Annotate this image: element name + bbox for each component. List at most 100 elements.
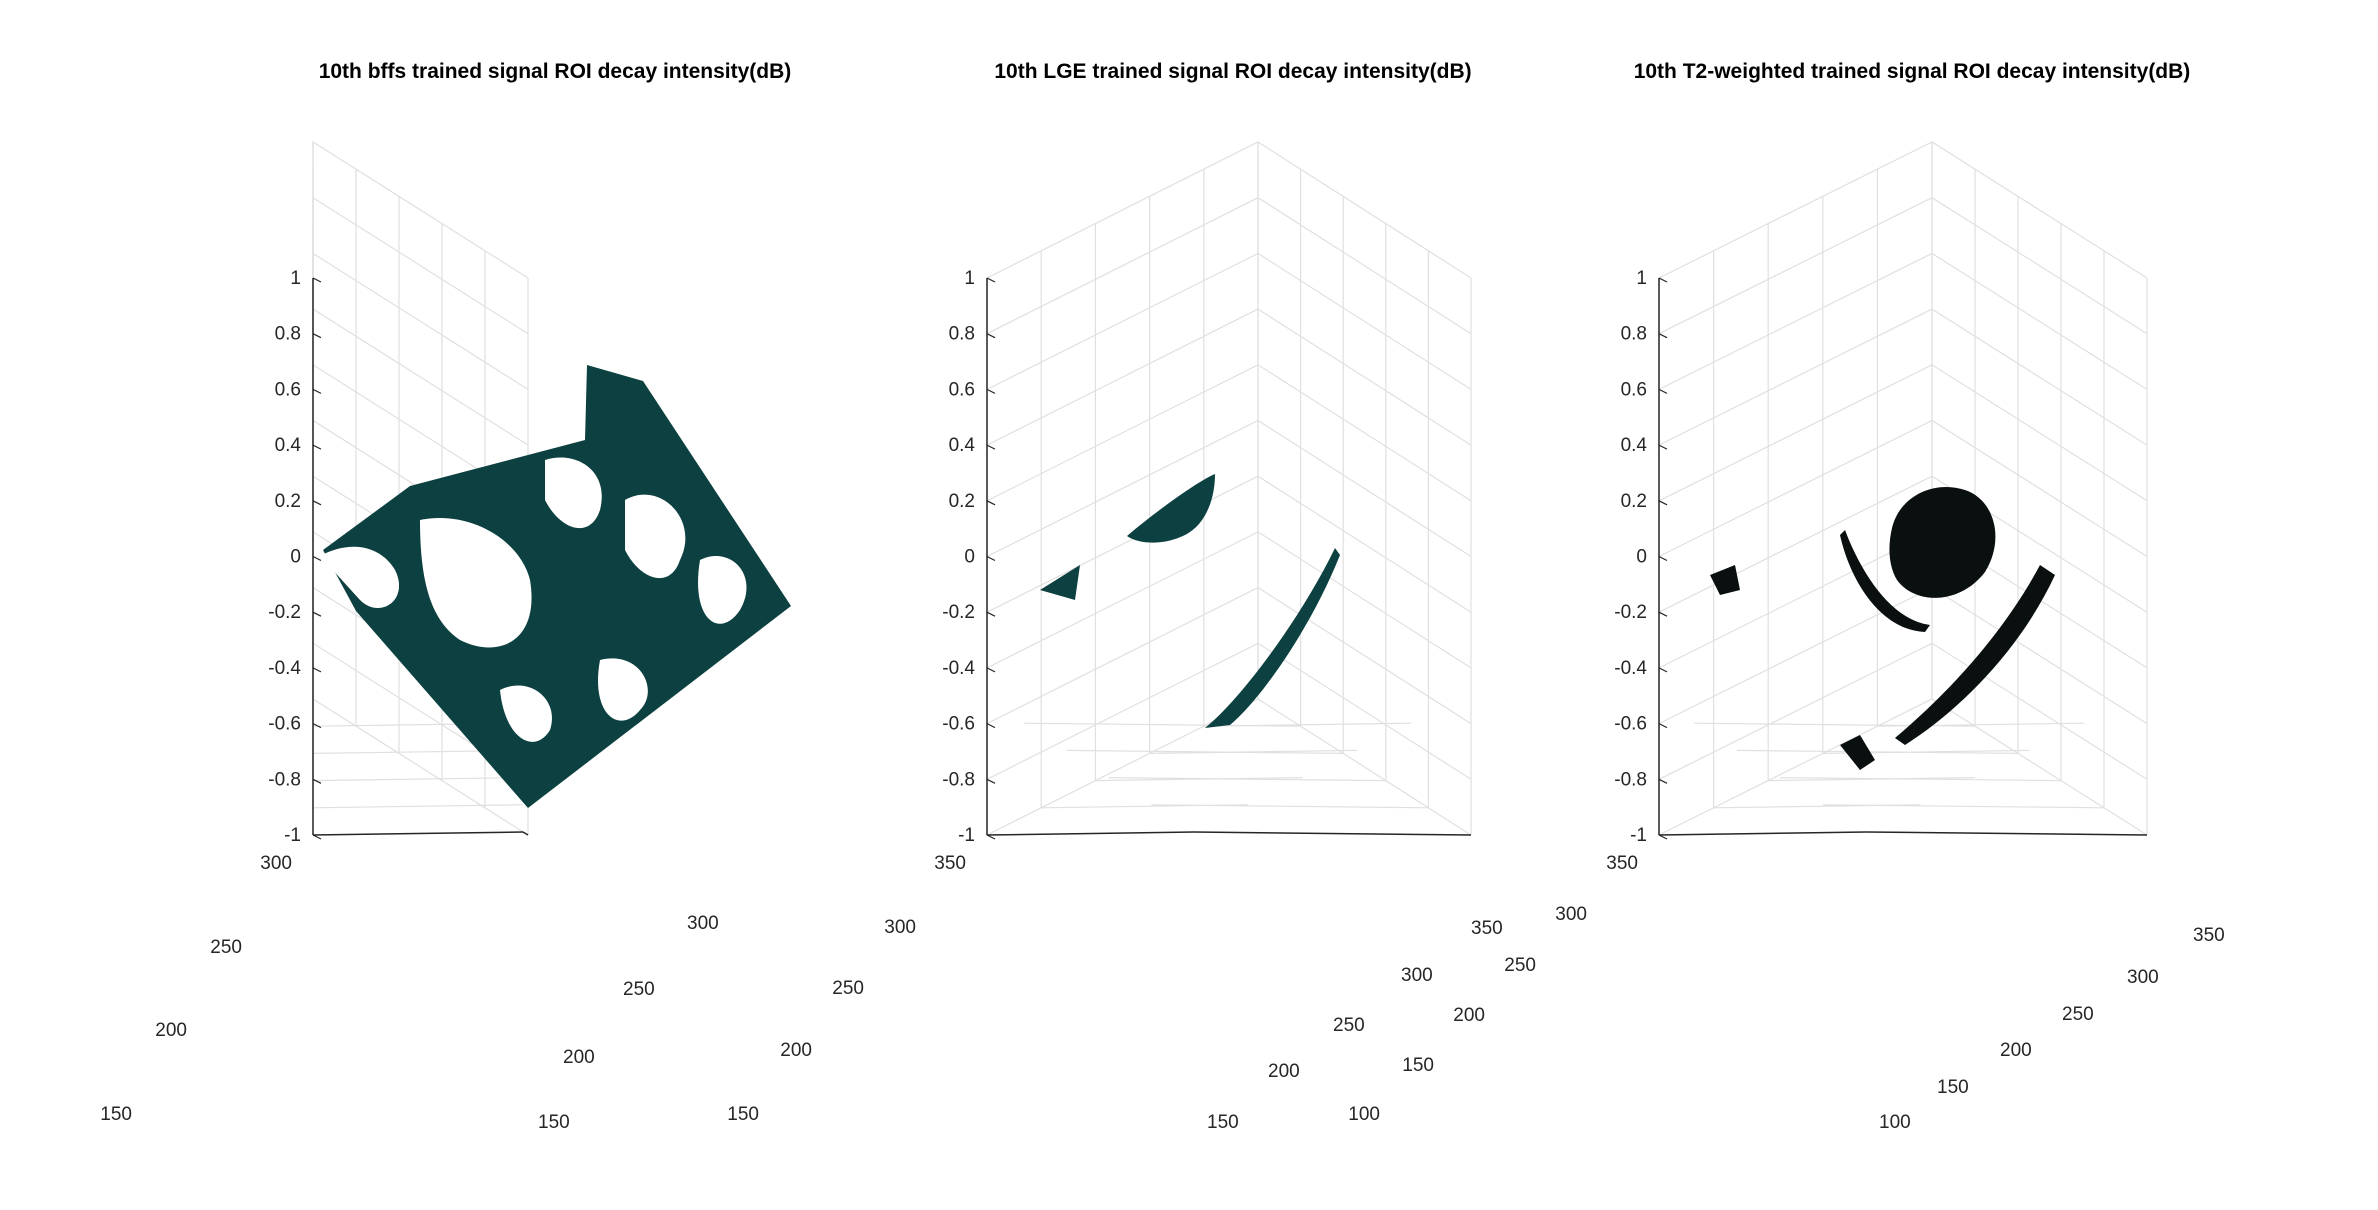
surface-patch <box>1840 735 1875 770</box>
z-tick-label: 0 <box>964 547 975 568</box>
grid-line <box>312 308 529 446</box>
surface-hole <box>698 556 747 624</box>
grid-line <box>986 364 1472 502</box>
surface-hole <box>500 685 552 742</box>
left-axis-tick-label: 150 <box>727 1104 759 1125</box>
grid-line <box>312 140 529 279</box>
grid-line <box>1822 804 2105 809</box>
grid-line <box>312 777 524 782</box>
grid-line <box>312 804 524 809</box>
z-tick-label: -0.6 <box>1614 714 1647 735</box>
left-axis-tick-label: 300 <box>1555 904 1587 925</box>
z-tick-label: 0.4 <box>275 435 302 456</box>
z-tick-mark <box>986 723 996 729</box>
z-tick-mark <box>1658 778 1668 784</box>
right-axis-tick-label: 200 <box>563 1047 595 1068</box>
right-axis-tick-label: 200 <box>2000 1040 2032 1061</box>
left-axis-tick-label: 250 <box>1504 955 1536 976</box>
right-axis-tick-label: 250 <box>1333 1015 1365 1036</box>
grid-line <box>1203 722 1411 727</box>
z-tick-label: -0.2 <box>268 602 301 623</box>
grid-line <box>1779 777 2062 782</box>
z-tick-mark <box>986 333 996 339</box>
grid-line <box>1658 419 2148 558</box>
surface-hole <box>598 658 648 721</box>
left-axis-tick-label: 200 <box>780 1040 812 1061</box>
z-tick-label: 0.8 <box>275 324 301 345</box>
z-tick-mark <box>312 667 322 673</box>
grid-line <box>1151 804 1429 809</box>
grid-line <box>1658 197 2148 335</box>
panel-3-grid <box>1658 141 2148 836</box>
z-tick-label: 0.2 <box>275 491 301 512</box>
left-floor-axis-line <box>312 831 524 836</box>
z-tick-label: 0.2 <box>949 491 975 512</box>
grid-line <box>479 804 486 809</box>
z-tick-mark <box>312 555 322 562</box>
z-tick-label: 1 <box>1636 268 1647 289</box>
z-tick-label: -0.4 <box>268 658 301 679</box>
panel-3-title: 10th T2-weighted trained signal ROI deca… <box>1633 60 2191 83</box>
z-tick-mark <box>312 277 322 283</box>
grid-line <box>1658 586 2148 725</box>
z-tick-mark <box>1658 333 1668 339</box>
z-tick-label: -0.8 <box>942 769 975 790</box>
z-tick-label: 1 <box>290 268 301 289</box>
left-floor-axis-line <box>986 831 1195 836</box>
z-tick-label: -1 <box>1630 825 1647 846</box>
z-tick-mark <box>986 555 996 562</box>
left-axis-tick-label: 350 <box>934 853 966 874</box>
surface-patch <box>1710 565 1740 595</box>
grid-line <box>986 698 1472 836</box>
grid-line <box>986 308 1472 446</box>
z-tick-mark <box>1658 667 1668 673</box>
left-axis-tick-label: 250 <box>832 978 864 999</box>
grid-line <box>986 531 1472 669</box>
surface-hole <box>625 494 686 579</box>
panel-bffs: 1 0.8 0.6 0.4 0.2 0 -0.2 -0.4 -0.6 -0.8 -1 300 250 20… <box>100 140 791 1133</box>
right-floor-axis-line <box>522 831 529 836</box>
grid-line <box>1658 141 2148 279</box>
z-tick-label: 0.2 <box>1621 491 1647 512</box>
grid-line <box>986 642 1472 780</box>
z-tick-mark <box>312 444 322 450</box>
grid-line <box>1149 749 1357 754</box>
surface-patch <box>323 365 791 808</box>
grid-line <box>1658 642 2148 780</box>
grid-line <box>986 252 1472 390</box>
z-tick-label: -0.2 <box>942 602 975 623</box>
grid-line <box>312 196 529 335</box>
left-axis-tick-label: 300 <box>260 853 292 874</box>
z-tick-mark <box>312 611 322 617</box>
left-axis-tick-label: 350 <box>1606 853 1638 874</box>
grid-line <box>1736 749 2019 754</box>
surface-patch <box>1205 548 1340 728</box>
right-axis-tick-label: 300 <box>687 913 719 934</box>
right-floor-axis-line <box>1865 831 2148 836</box>
right-axis-tick-label: 150 <box>1207 1112 1239 1133</box>
z-tick-mark <box>1658 388 1668 394</box>
z-tick-mark <box>312 778 322 784</box>
grid-line <box>1066 749 1344 754</box>
grid-line <box>986 197 1472 335</box>
z-tick-label: -1 <box>284 825 301 846</box>
grid-line <box>986 141 1472 279</box>
right-axis-tick-label: 200 <box>1268 1061 1300 1082</box>
z-tick-mark <box>1658 834 1668 840</box>
z-tick-mark <box>986 611 996 617</box>
grid-line <box>1658 252 2148 390</box>
grid-line <box>986 419 1472 558</box>
panel-2-title: 10th LGE trained signal ROI decay intens… <box>994 60 1472 83</box>
z-tick-label: -0.4 <box>942 658 975 679</box>
left-axis-tick-label: 150 <box>100 1104 132 1125</box>
right-axis-tick-label: 150 <box>538 1112 570 1133</box>
grid-line <box>1658 475 2148 613</box>
grid-line <box>1658 364 2148 502</box>
z-tick-label: -0.2 <box>1614 602 1647 623</box>
left-floor-axis-line <box>1658 831 1867 836</box>
right-floor-axis-line <box>1193 831 1472 836</box>
surface-patch <box>1889 486 1996 598</box>
z-tick-label: -0.8 <box>1614 769 1647 790</box>
